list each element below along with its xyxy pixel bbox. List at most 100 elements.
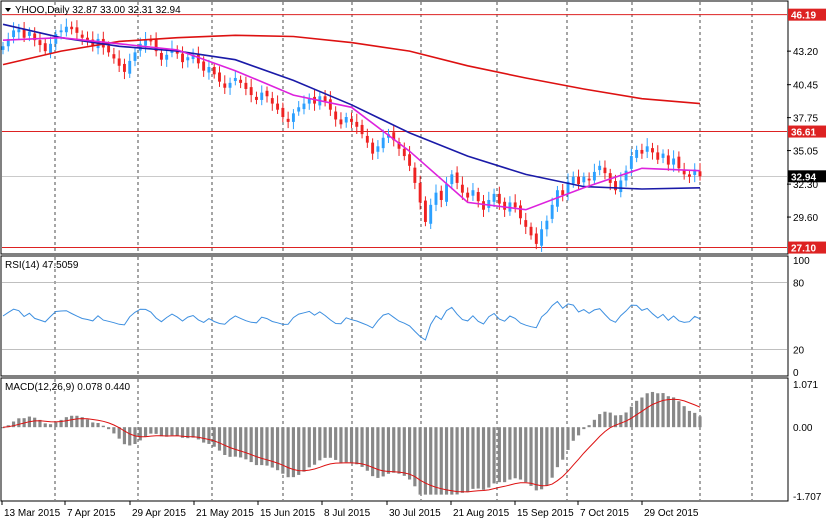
rsi-panel[interactable]	[0, 255, 789, 377]
macd-histogram-bar	[143, 427, 148, 437]
candle-body	[207, 67, 211, 73]
red-moving-average-line	[2, 34, 701, 105]
macd-histogram-bar	[487, 427, 491, 488]
macd-histogram-bar	[640, 397, 644, 428]
candle-body	[334, 111, 338, 120]
candle-body	[408, 154, 412, 166]
price-tick-label: 29.60	[793, 213, 818, 224]
candle-body	[70, 26, 74, 30]
macd-histogram-bar	[534, 427, 538, 491]
macd-histogram-bar	[444, 427, 449, 495]
date-label: 30 Jul 2015	[389, 508, 441, 519]
candle-body	[376, 146, 380, 152]
price-panel[interactable]	[0, 0, 789, 255]
macd-histogram-bar	[587, 425, 591, 428]
macd-histogram-bar	[545, 427, 549, 486]
macd-histogram-bar	[503, 427, 507, 483]
candle-body	[255, 96, 258, 100]
candle-body	[455, 172, 459, 183]
magenta-moving-average-line	[2, 36, 701, 211]
rsi-series: 100 80 20 0	[2, 256, 810, 379]
macd-histogram-bar	[476, 427, 480, 489]
candle-body	[651, 148, 654, 153]
macd-histogram-bar	[17, 418, 21, 428]
candle-body	[122, 63, 126, 72]
candle-body	[371, 142, 375, 154]
macd-histogram-bar	[576, 427, 581, 436]
rsi-axis-label: 0	[793, 368, 799, 379]
macd-histogram-bar	[677, 401, 681, 428]
candle-body	[218, 72, 221, 82]
macd-axis-label: -1.707	[793, 492, 822, 503]
macd-histogram-bar	[624, 412, 628, 428]
candle-body	[402, 148, 406, 157]
dropdown-triangle-icon[interactable]	[5, 8, 11, 12]
macd-histogram-bar	[619, 415, 623, 428]
macd-histogram-bar	[249, 427, 253, 463]
candle-body	[550, 204, 554, 219]
candle-body	[249, 87, 253, 96]
macd-histogram-bar	[608, 412, 612, 428]
macd-histogram-bar	[381, 427, 385, 477]
candle-body	[186, 57, 190, 61]
macd-histogram-bar	[682, 406, 686, 428]
candle-body	[17, 29, 21, 33]
macd-histogram-bar	[566, 427, 570, 450]
macd-histogram-bar	[59, 419, 63, 428]
candle-body	[138, 43, 142, 51]
macd-histogram-bar	[650, 391, 655, 428]
level-price-tag	[788, 241, 826, 254]
macd-histogram-bar	[175, 427, 179, 436]
rsi-axis-label: 80	[793, 278, 805, 289]
macd-histogram-bar	[75, 415, 79, 428]
macd-histogram-bar	[481, 427, 486, 490]
macd-histogram-bar	[629, 406, 633, 428]
candle-body	[466, 192, 470, 198]
macd-histogram-bar	[265, 427, 269, 466]
price-tick-label: 32.30	[793, 180, 818, 191]
macd-histogram-bar	[54, 422, 58, 428]
candle-body	[497, 193, 501, 204]
macd-histogram-bar	[307, 427, 311, 468]
candle-body	[693, 169, 697, 175]
macd-histogram-bar	[598, 414, 602, 428]
candle-body	[519, 205, 522, 219]
date-label: 8 Jul 2015	[324, 508, 371, 519]
macd-histogram-bar	[666, 396, 670, 428]
candle-body	[482, 201, 485, 210]
date-label: 29 Apr 2015	[132, 508, 186, 519]
candle-body	[64, 26, 68, 33]
macd-histogram-bar	[159, 427, 163, 437]
macd-histogram-bar	[212, 427, 216, 447]
macd-histogram-bar	[508, 427, 512, 480]
macd-histogram-bar	[239, 427, 243, 458]
candle-body	[661, 153, 665, 158]
candle-body	[355, 121, 359, 127]
candle-body	[281, 107, 285, 118]
candle-body	[529, 226, 533, 236]
macd-histogram-bar	[281, 427, 285, 474]
macd-histogram-bar	[128, 427, 132, 446]
candle-body	[487, 199, 491, 208]
macd-histogram-bar	[466, 427, 470, 493]
candle-body	[54, 34, 58, 44]
macd-histogram-bar	[101, 425, 105, 428]
level-price-tag-label: 36.61	[791, 128, 816, 139]
candle-body	[571, 176, 575, 184]
candle-body	[603, 167, 607, 174]
candle-body	[439, 190, 443, 200]
candle-body	[80, 34, 84, 38]
macd-histogram-bar	[48, 424, 53, 428]
candle-body	[545, 220, 549, 230]
macd-histogram-bar	[270, 427, 274, 468]
macd-histogram-bar	[297, 427, 301, 475]
date-label: 29 Oct 2015	[644, 508, 699, 519]
candle-body	[212, 67, 216, 75]
candle-body	[397, 142, 401, 149]
macd-histogram-bar	[492, 427, 496, 484]
candle-body	[12, 30, 16, 38]
macd-histogram-bar	[260, 427, 264, 466]
macd-histogram-bar	[513, 427, 517, 479]
